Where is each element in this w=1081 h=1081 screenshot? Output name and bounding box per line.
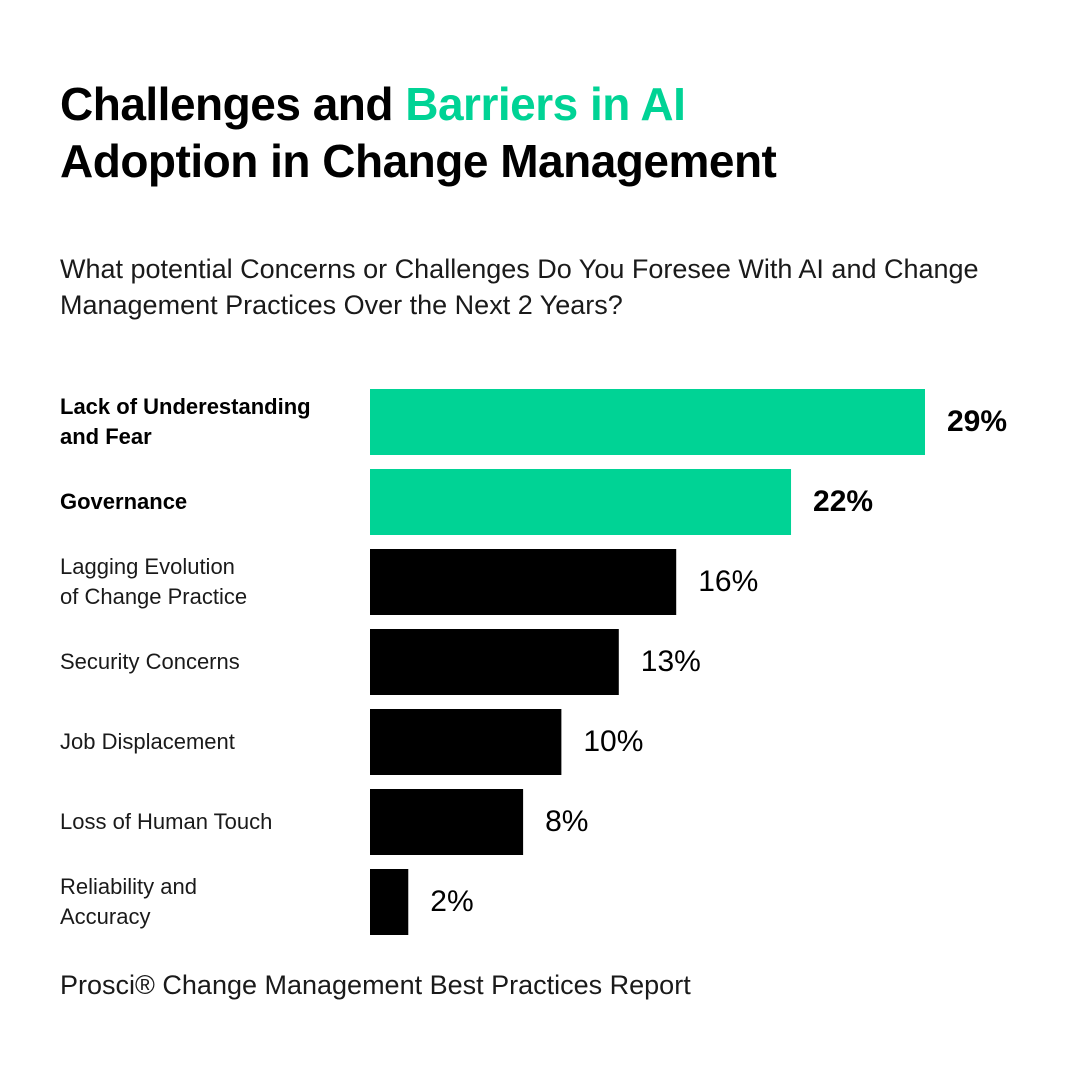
category-label: Governance <box>60 487 360 517</box>
category-label-line: and Fear <box>60 424 152 449</box>
title-highlight: Barriers in AI <box>405 78 686 130</box>
bar-2 <box>370 549 677 615</box>
category-label-line: of Change Practice <box>60 584 248 609</box>
category-label-line: Loss of Human Touch <box>60 809 273 834</box>
bar-3 <box>370 629 619 695</box>
value-label: 29% <box>947 405 1008 438</box>
category-label: Job Displacement <box>60 727 360 757</box>
chart-title: Challenges and Barriers in AI Adoption i… <box>60 76 1020 190</box>
chart-subtitle: What potential Concerns or Challenges Do… <box>60 254 979 320</box>
value-label: 2% <box>430 885 474 918</box>
value-label: 22% <box>813 485 874 518</box>
category-label: Lack of Underestanding and Fear <box>60 392 360 452</box>
value-label: 10% <box>583 725 644 758</box>
category-label: Lagging Evolution of Change Practice <box>60 552 360 612</box>
value-label: 16% <box>698 565 759 598</box>
category-label-line: Reliability and <box>60 874 197 899</box>
value-label: 13% <box>640 645 701 678</box>
source-note: Prosci® Change Management Best Practices… <box>60 970 691 1000</box>
bar-1 <box>370 469 792 535</box>
category-label-line: Accuracy <box>60 904 151 929</box>
category-label-line: Governance <box>60 489 188 514</box>
category-label-line: Job Displacement <box>60 729 235 754</box>
value-label: 8% <box>545 805 589 838</box>
bar-5 <box>370 789 524 855</box>
category-label-line: Lagging Evolution <box>60 554 235 579</box>
title-part-1: Challenges and <box>60 78 406 130</box>
bar-6 <box>370 869 409 935</box>
category-label-line: Security Concerns <box>60 649 240 674</box>
bar-4 <box>370 709 562 775</box>
bar-0 <box>370 389 925 455</box>
category-label: Security Concerns <box>60 647 360 677</box>
category-label-line: Lack of Underestanding <box>60 394 311 419</box>
category-label: Loss of Human Touch <box>60 807 360 837</box>
title-part-2: Adoption in Change Management <box>60 135 777 187</box>
category-label: Reliability and Accuracy <box>60 872 360 932</box>
